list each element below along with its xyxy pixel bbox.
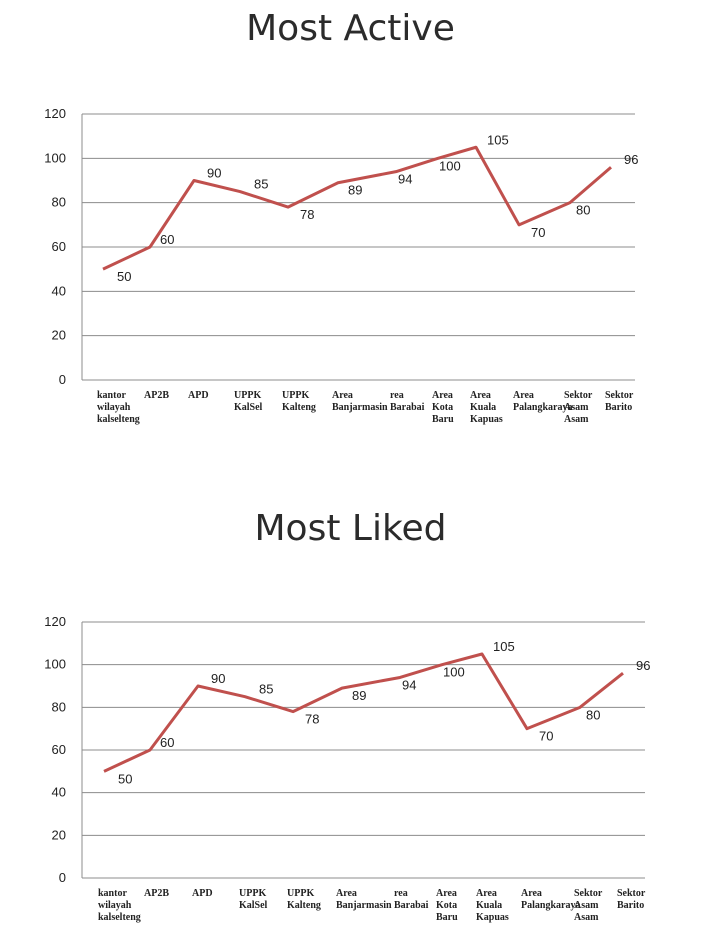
data-label: 80	[576, 203, 590, 218]
data-label: 89	[352, 688, 366, 703]
y-tick-label: 120	[44, 614, 66, 629]
y-tick-label: 40	[52, 283, 66, 298]
x-tick-label: rea Barabai	[390, 390, 425, 413]
y-tick-label: 20	[52, 328, 66, 343]
y-tick-label: 80	[52, 195, 66, 210]
x-tick-label: Sektor Barito	[617, 888, 646, 911]
data-label: 105	[493, 639, 515, 654]
data-label: 96	[624, 152, 638, 167]
data-label: 50	[117, 269, 131, 284]
x-tick-label: Area Kota Baru	[436, 888, 458, 923]
chart-title-most-liked: Most Liked	[254, 508, 447, 549]
x-tick-label: AP2B	[144, 390, 169, 401]
data-label: 78	[305, 712, 319, 727]
x-tick-label: Area Kuala Kapuas	[476, 888, 509, 923]
data-label: 89	[348, 183, 362, 198]
y-tick-label: 80	[52, 699, 66, 714]
y-tick-label: 60	[52, 742, 66, 757]
data-label: 50	[118, 771, 132, 786]
data-label: 78	[300, 207, 314, 222]
x-tick-label: kantor wilayah kalselteng	[97, 390, 140, 425]
chart-title-most-active: Most Active	[246, 8, 455, 49]
data-label: 60	[160, 735, 174, 750]
x-tick-label: rea Barabai	[394, 888, 429, 911]
data-label: 100	[439, 158, 461, 173]
data-label: 85	[254, 177, 268, 192]
data-label: 60	[160, 232, 174, 247]
data-label: 70	[539, 729, 553, 744]
data-label: 70	[531, 225, 545, 240]
most-liked-line-chart: 0 20 40 60 80 100 120 50 60 90 85 78 89 94 100 105 70 80 9…	[44, 614, 650, 923]
series-line	[103, 652, 624, 773]
series-line	[102, 145, 612, 271]
x-tick-label: UPPK Kalteng	[282, 390, 316, 413]
data-label: 105	[487, 132, 509, 147]
data-label: 96	[636, 658, 650, 673]
x-tick-label: Sektor Barito	[605, 390, 634, 413]
y-tick-label: 0	[59, 372, 66, 387]
x-tick-label: AP2B	[144, 888, 169, 899]
x-tick-label: Area Kuala Kapuas	[470, 390, 503, 425]
x-tick-label: Area Banjarmasin	[332, 390, 388, 413]
x-tick-label: kantor wilayah kalselteng	[98, 888, 141, 923]
y-tick-label: 0	[59, 870, 66, 885]
y-tick-label: 120	[44, 106, 66, 121]
x-tick-label: UPPK KalSel	[239, 888, 268, 911]
x-tick-label: APD	[192, 888, 213, 899]
x-tick-label: UPPK Kalteng	[287, 888, 321, 911]
data-label: 85	[259, 682, 273, 697]
y-tick-label: 100	[44, 657, 66, 672]
x-tick-label: Sektor Asam Asam	[564, 390, 593, 425]
x-tick-label: UPPK KalSel	[234, 390, 263, 413]
x-tick-label: Area Banjarmasin	[336, 888, 392, 911]
data-label: 90	[211, 671, 225, 686]
most-active-line-chart: 0 20 40 60 80 100 120 50 60 90 85 78 89 94 100 105 70 80 9…	[44, 106, 638, 425]
data-label: 100	[443, 665, 465, 680]
y-tick-label: 40	[52, 785, 66, 800]
y-tick-label: 20	[52, 827, 66, 842]
data-label: 94	[398, 172, 412, 187]
x-tick-label: Area Palangkaraya	[513, 390, 572, 413]
x-tick-label: Area Palangkaraya	[521, 888, 580, 911]
data-label: 94	[402, 677, 416, 692]
x-tick-label: APD	[188, 390, 209, 401]
y-tick-label: 100	[44, 150, 66, 165]
data-label: 80	[586, 707, 600, 722]
x-tick-label: Sektor Asam Asam	[574, 888, 603, 923]
x-tick-label: Area Kota Baru	[432, 390, 454, 425]
data-label: 90	[207, 166, 221, 181]
y-tick-label: 60	[52, 239, 66, 254]
